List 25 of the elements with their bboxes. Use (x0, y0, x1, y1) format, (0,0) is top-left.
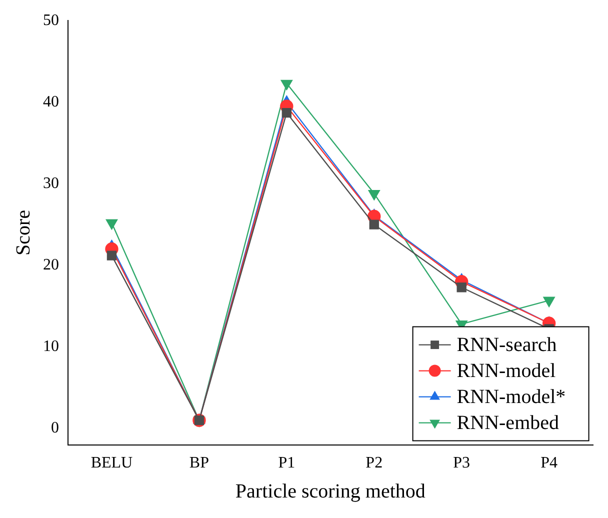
point (282, 108, 292, 118)
x-tick-label: P4 (540, 454, 558, 472)
point (106, 250, 117, 260)
legend-label: RNN-model (456, 360, 556, 382)
y-tick-label: 40 (43, 93, 59, 110)
point (368, 190, 380, 200)
legend-label: RNN-model* (456, 386, 566, 408)
point (369, 220, 379, 230)
x-tick-label: BELU (90, 454, 134, 472)
x-axis-title: Particle scoring method (235, 480, 426, 502)
x-tick-label: P3 (453, 454, 470, 472)
y-tick-label: 50 (43, 12, 59, 29)
legend-label: RNN-embed (456, 412, 560, 434)
y-axis-title: Score (12, 210, 34, 256)
x-tick-label: BP (189, 454, 210, 472)
point (106, 219, 118, 230)
y-tick-label: 20 (43, 256, 59, 274)
y-tick-label: 10 (43, 338, 59, 356)
x-tick-label: P2 (366, 454, 383, 472)
x-tick-label: P1 (278, 454, 296, 472)
point (543, 296, 555, 308)
y-tick-label: 30 (43, 174, 59, 192)
legend-label: RNN-search (456, 334, 557, 356)
y-tick-label: 0 (51, 420, 59, 437)
point (456, 282, 466, 292)
